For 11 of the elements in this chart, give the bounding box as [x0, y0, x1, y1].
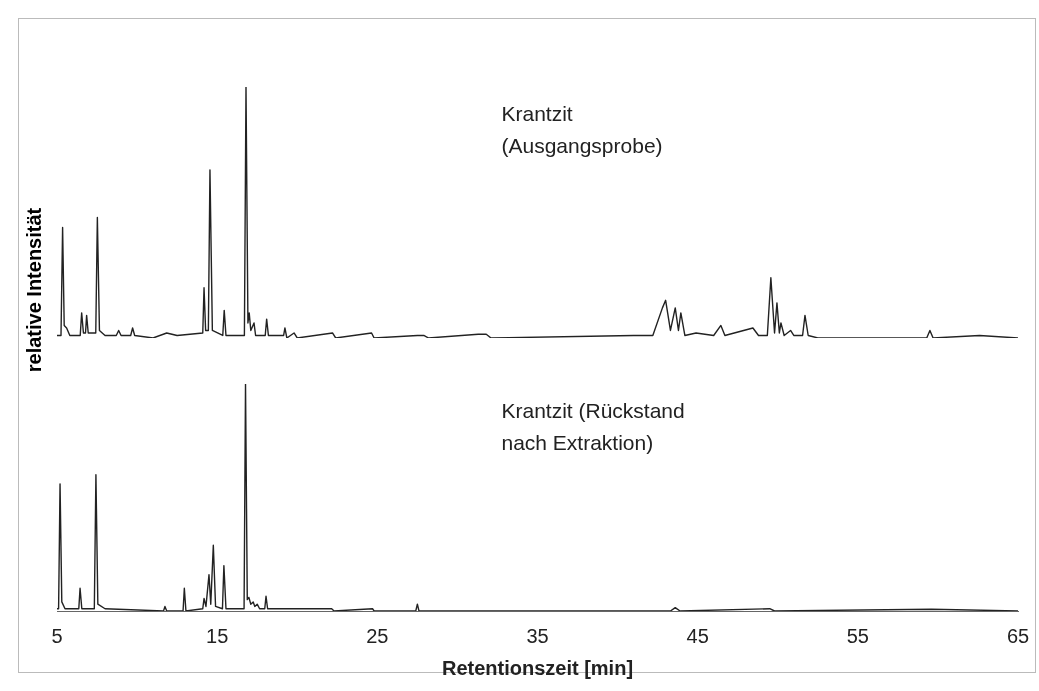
x-tick-label: 25 — [366, 624, 389, 647]
x-tick-label: 5 — [51, 624, 63, 647]
y-axis-title: relative Intensität — [22, 207, 46, 373]
x-tick-label: 15 — [206, 624, 229, 647]
x-axis-title: Retentionszeit [min] — [441, 656, 634, 679]
text: Krantzit (Rückstand nach Extraktion) — [501, 399, 685, 455]
x-tick-label: 65 — [1006, 624, 1030, 647]
x-tick-label: 55 — [846, 624, 869, 647]
x-tick-label: 35 — [526, 624, 549, 647]
text: Krantzit (Ausgangsprobe) — [501, 102, 663, 158]
x-tick-label: 45 — [686, 624, 709, 647]
